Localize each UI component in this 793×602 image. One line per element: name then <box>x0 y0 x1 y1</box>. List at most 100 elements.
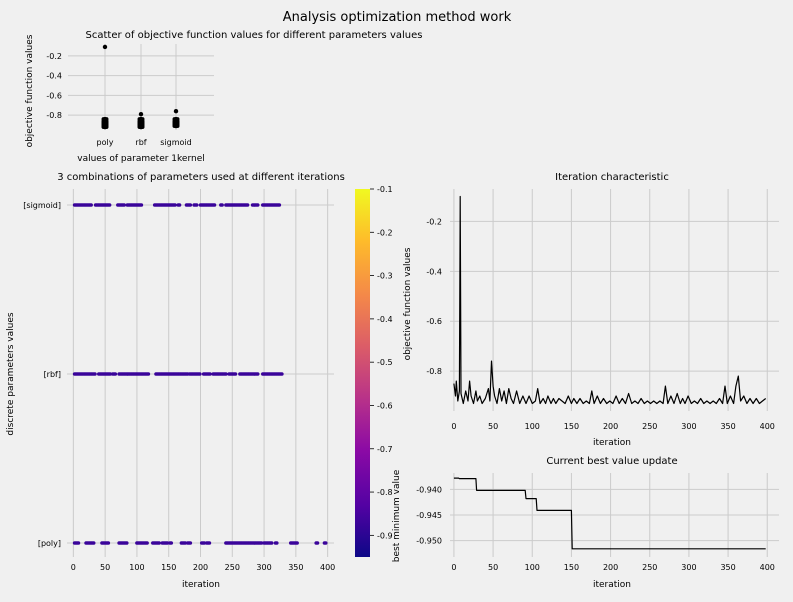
iter-ytick-label: -0.2 <box>426 217 442 226</box>
colorbar-ticks: -0.1 -0.2 -0.3 -0.4 -0.5 -0.6 -0.7 -0.8 -0.9 <box>370 185 393 540</box>
best-xtick-label: 300 <box>681 563 696 572</box>
iter-title: Iteration characteristic <box>555 172 669 183</box>
scatter-point <box>101 125 106 130</box>
best-ylabel: best minimum value <box>392 469 402 562</box>
combos-xtick-label: 50 <box>100 563 110 572</box>
combo-point <box>220 203 224 207</box>
combo-point <box>224 372 228 376</box>
combos-title: 3 combinations of parameters used at dif… <box>57 172 345 183</box>
combo-point <box>91 541 96 545</box>
combos-ytick-label: [rbf] <box>44 370 61 379</box>
combo-point <box>245 203 250 207</box>
colorbar-tick-label: -0.4 <box>377 315 393 324</box>
colorbar-tick-label: -0.8 <box>377 488 393 497</box>
best-xlabel: iteration <box>593 580 631 590</box>
combo-point <box>145 541 149 545</box>
scatter-point <box>140 125 145 130</box>
colorbar-tick-label: -0.6 <box>377 401 393 410</box>
scatter-xtick-label: rbf <box>135 138 146 147</box>
combo-point <box>183 541 188 545</box>
iter-xtick-label: 0 <box>451 422 456 431</box>
iter-series-line <box>453 195 767 405</box>
combo-point <box>274 541 279 545</box>
combo-point <box>212 203 217 207</box>
best-title: Current best value update <box>546 456 677 467</box>
combo-point <box>323 541 328 545</box>
scatter-xtick-label: poly <box>97 138 114 147</box>
iter-ytick-label: -0.6 <box>426 317 442 326</box>
best-series-line <box>453 477 766 550</box>
combos-ytick-label: [poly] <box>38 539 61 548</box>
combos-xlabel: iteration <box>182 580 220 590</box>
best-ytick-label: -0.950 <box>416 537 442 546</box>
colorbar-tick-label: -0.1 <box>377 185 393 194</box>
combos-xtick-label: 250 <box>225 563 240 572</box>
combo-point <box>106 541 111 545</box>
combo-point <box>194 203 199 207</box>
scatter-xlabel: values of parameter 1kernel <box>77 154 204 164</box>
combo-point <box>280 372 284 376</box>
scatter-ytick-label: -0.6 <box>46 91 62 100</box>
combo-point <box>108 372 113 376</box>
combo-point <box>188 203 193 207</box>
best-xtick-label: 50 <box>488 563 498 572</box>
colorbar-tick-label: -0.2 <box>377 228 393 237</box>
combo-point <box>107 203 112 207</box>
combo-point <box>269 541 274 545</box>
combo-point <box>255 372 260 376</box>
combo-point <box>157 541 161 545</box>
colorbar-tick-label: -0.3 <box>377 272 393 281</box>
combo-point <box>139 203 144 207</box>
scatter-title: Scatter of objective function values for… <box>86 30 423 41</box>
scatter-point <box>175 124 180 129</box>
scatter-point <box>172 124 177 129</box>
combo-point <box>113 372 118 376</box>
best-xtick-label: 150 <box>564 563 579 572</box>
colorbar-tick-label: -0.7 <box>377 445 393 454</box>
combos-xtick-label: 300 <box>256 563 271 572</box>
combos-xtick-label: 100 <box>129 563 144 572</box>
combos-xtick-label: 400 <box>320 563 335 572</box>
combos-xtick-label: 150 <box>161 563 176 572</box>
iter-xtick-label: 250 <box>642 422 657 431</box>
combos-xtick-label: 0 <box>71 563 76 572</box>
combo-point <box>165 541 170 545</box>
combo-point <box>295 541 299 545</box>
combo-point <box>198 372 202 376</box>
scatter-point <box>138 111 144 117</box>
iter-xtick-label: 100 <box>525 422 540 431</box>
combo-point <box>188 541 193 545</box>
combo-point <box>93 372 97 376</box>
colorbar <box>355 189 370 557</box>
figure-title: Analysis optimization method work <box>283 10 512 25</box>
combo-point <box>177 203 182 207</box>
combo-point <box>169 541 174 545</box>
combo-point <box>89 203 93 207</box>
scatter-ytick-label: -0.2 <box>46 52 62 61</box>
best-ytick-label: -0.945 <box>416 511 442 520</box>
combo-point <box>122 203 127 207</box>
scatter-point <box>137 125 142 130</box>
combo-point <box>146 372 151 376</box>
combo-point <box>202 541 207 545</box>
combo-point <box>76 541 81 545</box>
combo-point <box>173 203 177 207</box>
iter-ytick-label: -0.8 <box>426 367 442 376</box>
scatter-ylabel: objective function values <box>25 34 35 147</box>
combo-point <box>207 541 212 545</box>
combos-xtick-label: 350 <box>288 563 303 572</box>
best-xtick-label: 350 <box>720 563 735 572</box>
best-xtick-label: 100 <box>525 563 540 572</box>
iter-xtick-label: 400 <box>760 422 775 431</box>
combos-ylabel: discrete parameters values <box>6 312 16 435</box>
iter-xtick-label: 350 <box>720 422 735 431</box>
best-xtick-label: 200 <box>603 563 618 572</box>
combos-ytick-label: [sigmoid] <box>23 201 61 210</box>
combo-point <box>124 541 129 545</box>
iter-xtick-label: 200 <box>603 422 618 431</box>
iter-xtick-label: 150 <box>564 422 579 431</box>
scatter-xtick-label: sigmoid <box>160 138 191 147</box>
iter-xtick-label: 300 <box>681 422 696 431</box>
scatter-ytick-label: -0.4 <box>46 72 62 81</box>
combo-point <box>315 541 320 545</box>
